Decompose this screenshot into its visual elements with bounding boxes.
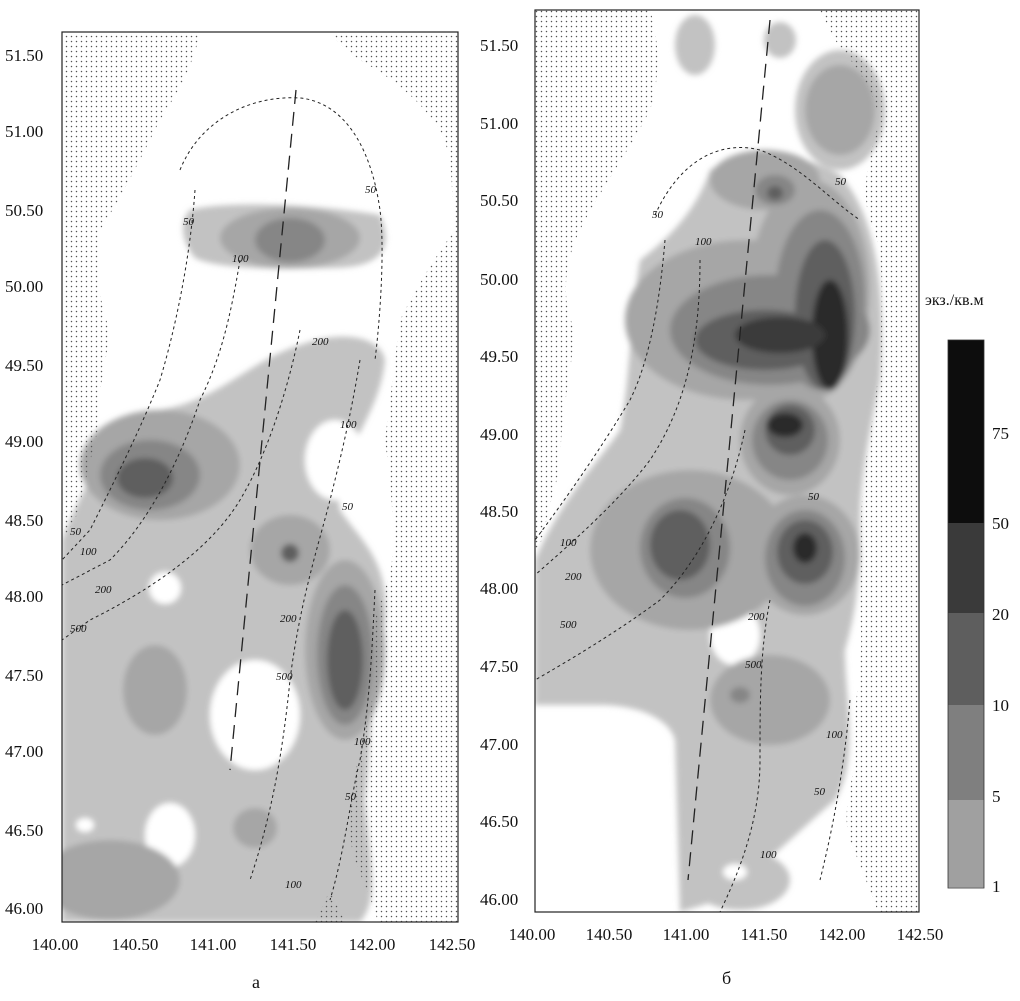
map-panel-b (535, 10, 919, 912)
y-tick-label: 51.50 (5, 46, 43, 65)
y-tick-label: 48.00 (5, 587, 43, 606)
isobaths-b (535, 147, 861, 912)
land-east-a (330, 32, 458, 922)
legend-class-50 (948, 523, 984, 613)
axis-line-b (687, 19, 771, 881)
land-west-a (62, 32, 200, 540)
land-east-b (820, 10, 919, 912)
panel-label-b: б (722, 968, 732, 988)
frame-b (534, 9, 920, 913)
isobath-label: 100 (232, 253, 249, 265)
x-axis-b: 140.00 140.50 141.00 141.50 142.00 142.5… (509, 925, 944, 944)
isobath-label: 50 (342, 501, 354, 513)
legend-label: 10 (992, 696, 1009, 715)
y-axis-a: 51.50 51.00 50.50 50.00 49.50 49.00 48.5… (5, 46, 43, 918)
isobath-label: 50 (183, 216, 195, 228)
axis-line-a (229, 89, 297, 771)
y-tick-label: 46.50 (480, 812, 518, 831)
isobath-label: 100 (826, 729, 843, 741)
x-tick-label: 142.50 (897, 925, 944, 944)
isobath-label: 50 (835, 176, 847, 188)
isobath-label: 100 (285, 879, 302, 891)
y-tick-label: 49.50 (480, 347, 518, 366)
x-tick-label: 140.00 (509, 925, 556, 944)
isobath-label: 100 (340, 419, 357, 431)
y-tick-label: 47.50 (480, 657, 518, 676)
isobath-label: 100 (695, 236, 712, 248)
density-field-a (62, 204, 386, 922)
legend-label: 20 (992, 605, 1009, 624)
y-tick-label: 51.50 (480, 36, 518, 55)
legend-class-5 (948, 800, 984, 887)
y-tick-label: 51.00 (5, 122, 43, 141)
isobath-labels-a: 50 100 50 200 100 50 50 100 200 500 200 … (70, 184, 377, 891)
x-axis-a: 140.00 140.50 141.00 141.50 142.00 142.5… (32, 935, 476, 954)
isobath-label: 50 (808, 491, 820, 503)
isobath-label: 50 (365, 184, 377, 196)
x-tick-label: 140.50 (112, 935, 159, 954)
legend-label: 5 (992, 787, 1001, 806)
isobath-label: 200 (565, 571, 582, 583)
legend-class-20 (948, 613, 984, 705)
legend-label: 75 (992, 424, 1009, 443)
legend-label: 50 (992, 514, 1009, 533)
isobath-label: 50 (652, 209, 664, 221)
y-tick-label: 48.50 (480, 502, 518, 521)
y-tick-label: 49.50 (5, 356, 43, 375)
isobath-label: 50 (814, 786, 826, 798)
x-tick-label: 142.00 (349, 935, 396, 954)
isobath-label: 50 (345, 791, 357, 803)
y-tick-label: 49.00 (5, 432, 43, 451)
y-tick-label: 50.00 (480, 270, 518, 289)
panel-label-a: а (252, 972, 260, 992)
isobath-label: 100 (354, 736, 371, 748)
isobath-label: 200 (95, 584, 112, 596)
y-tick-label: 47.00 (5, 742, 43, 761)
map-panel-a (62, 32, 458, 922)
isobath-label: 200 (748, 611, 765, 623)
y-tick-label: 50.00 (5, 277, 43, 296)
isobath-label: 100 (80, 546, 97, 558)
y-tick-label: 50.50 (5, 201, 43, 220)
isobaths-a (62, 97, 383, 901)
isobath-label: 500 (560, 619, 577, 631)
y-tick-label: 49.00 (480, 425, 518, 444)
isobath-label: 100 (560, 537, 577, 549)
isobath-label: 500 (745, 659, 762, 671)
y-tick-label: 48.50 (5, 511, 43, 530)
x-tick-label: 140.50 (586, 925, 633, 944)
isobath-labels-b: 50 100 50 50 100 200 500 200 500 100 50 … (560, 176, 847, 861)
legend-class-10 (948, 705, 984, 800)
y-tick-label: 46.00 (5, 899, 43, 918)
isobath-label: 200 (312, 336, 329, 348)
y-tick-label: 51.00 (480, 114, 518, 133)
x-tick-label: 141.50 (270, 935, 317, 954)
legend-title: экз./кв.м (925, 292, 984, 309)
legend-class-75 (948, 340, 984, 523)
isobath-label: 50 (70, 526, 82, 538)
y-tick-label: 48.00 (480, 579, 518, 598)
legend-class-1 (948, 887, 984, 888)
y-tick-label: 46.00 (480, 890, 518, 909)
frame-a (61, 31, 459, 923)
land-west-b (535, 10, 658, 550)
isobath-label: 500 (70, 623, 87, 635)
x-tick-label: 141.50 (741, 925, 788, 944)
isobath-label: 500 (276, 671, 293, 683)
isobath-label: 200 (280, 613, 297, 625)
isobath-label: 100 (760, 849, 777, 861)
y-tick-label: 47.50 (5, 666, 43, 685)
x-tick-label: 141.00 (190, 935, 237, 954)
x-tick-label: 141.00 (663, 925, 710, 944)
y-tick-label: 47.00 (480, 735, 518, 754)
x-tick-label: 142.50 (429, 935, 476, 954)
legend-colorbar (947, 339, 985, 889)
y-tick-label: 46.50 (5, 821, 43, 840)
y-axis-b: 51.50 51.00 50.50 50.00 49.50 49.00 48.5… (480, 36, 518, 909)
x-tick-label: 142.00 (819, 925, 866, 944)
y-tick-label: 50.50 (480, 191, 518, 210)
x-tick-label: 140.00 (32, 935, 79, 954)
legend-label: 1 (992, 877, 1001, 896)
